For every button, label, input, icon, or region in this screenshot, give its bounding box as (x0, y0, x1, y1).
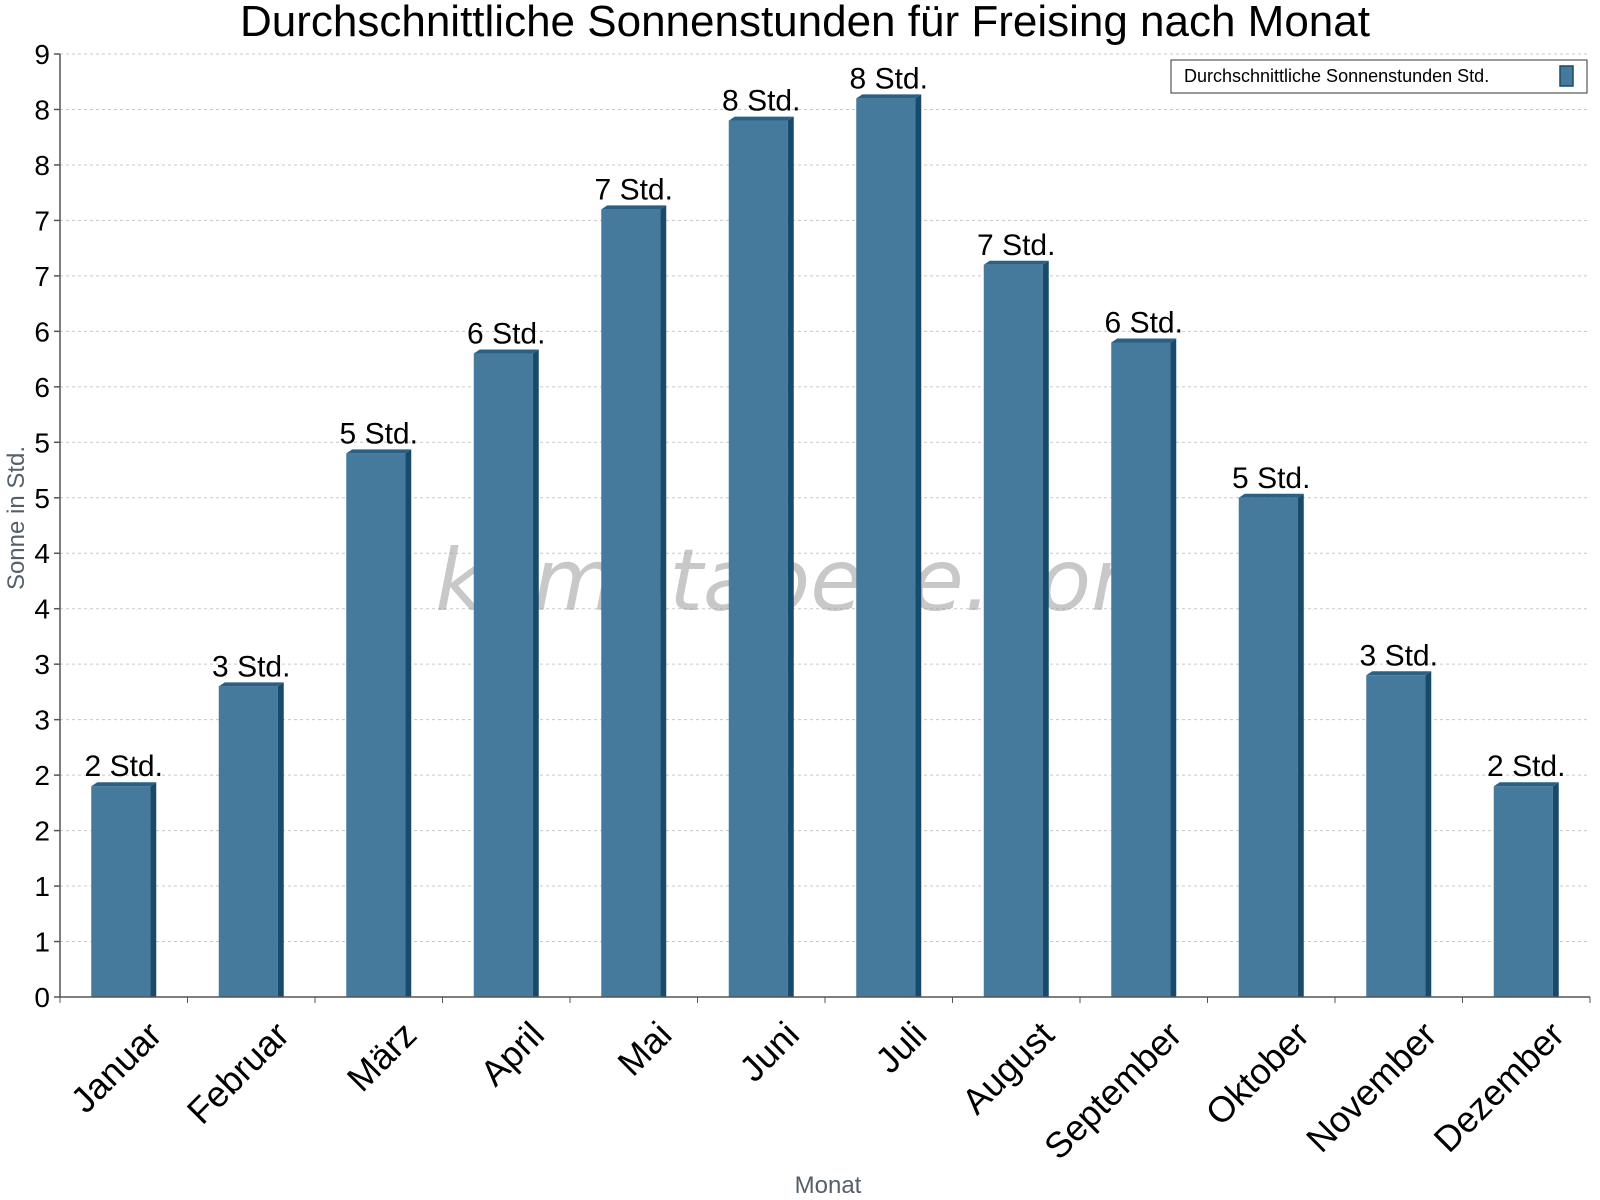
bars (91, 94, 1559, 998)
y-tick-label: 8 (34, 150, 50, 181)
bar (983, 260, 1049, 998)
y-tick-label: 3 (34, 649, 50, 680)
y-tick-labels: 0 1 1 2 2 3 3 4 4 5 5 6 6 7 7 8 8 9 (34, 39, 50, 1013)
y-tick-label: 9 (34, 39, 50, 70)
y-tick-label: 4 (34, 594, 50, 625)
chart-title: Durchschnittliche Sonnenstunden für Frei… (240, 0, 1370, 46)
y-tick-label: 8 (34, 94, 50, 125)
bar (728, 116, 794, 998)
legend-label: Durchschnittliche Sonnenstunden Std. (1184, 66, 1489, 86)
y-tick-label: 7 (34, 205, 50, 236)
data-label: 8 Std. (722, 85, 800, 118)
bar (601, 205, 667, 998)
x-category-label: August (954, 1014, 1062, 1122)
data-label: 2 Std. (85, 750, 163, 783)
watermark-text: klimatabelle.com (435, 531, 1175, 631)
data-label: 5 Std. (340, 417, 418, 450)
axes (54, 53, 1591, 1003)
bar (856, 94, 922, 998)
y-tick-label: 5 (34, 483, 50, 514)
x-category-label: März (339, 1014, 425, 1100)
bar (218, 682, 284, 997)
x-category-label: Oktober (1197, 1014, 1317, 1134)
x-category-label: Dezember (1425, 1014, 1571, 1160)
x-category-label: Juni (731, 1014, 807, 1090)
x-category-labels: Januar Februar März April Mai Juni Juli AugustS… (63, 1014, 1572, 1168)
data-label: 3 Std. (212, 650, 290, 683)
bar (1111, 338, 1177, 998)
x-category-label: Januar (63, 1014, 170, 1121)
bar (346, 449, 412, 997)
data-label: 8 Std. (850, 62, 928, 95)
legend: Durchschnittliche Sonnenstunden Std. (1170, 59, 1588, 94)
legend-swatch (1559, 65, 1574, 87)
bar (1366, 671, 1432, 997)
data-label: 7 Std. (977, 229, 1055, 262)
bar (1238, 493, 1304, 997)
data-labels: 2 Std. 3 Std. 5 Std. 6 Std. 7 Std. 8 Std. 8 St… (85, 62, 1566, 783)
y-tick-label: 4 (34, 538, 50, 569)
y-tick-label: 5 (34, 427, 50, 458)
x-category-label: Februar (179, 1014, 297, 1132)
y-tick-label: 2 (34, 816, 50, 847)
y-tick-label: 6 (34, 316, 50, 347)
y-tick-label: 0 (34, 982, 50, 1013)
x-category-label: April (472, 1014, 552, 1094)
y-tick-label: 1 (34, 871, 50, 902)
x-axis-label: Monat (795, 1172, 862, 1199)
bar (473, 349, 539, 998)
y-axis-label: Sonne in Std. (3, 446, 30, 590)
data-label: 6 Std. (1105, 306, 1183, 339)
bar (91, 782, 157, 997)
y-tick-label: 3 (34, 705, 50, 736)
legend-box (1170, 59, 1588, 94)
x-category-label: Mai (609, 1014, 679, 1084)
y-tick-label: 7 (34, 261, 50, 292)
data-label: 5 Std. (1232, 462, 1310, 495)
data-label: 3 Std. (1360, 639, 1438, 672)
y-tick-label: 6 (34, 372, 50, 403)
x-category-label: November (1298, 1014, 1444, 1160)
data-label: 7 Std. (595, 173, 673, 206)
data-label: 6 Std. (467, 318, 545, 351)
x-category-label: September (1036, 1014, 1190, 1168)
gridlines (60, 53, 1590, 943)
y-tick-label: 2 (34, 760, 50, 791)
data-label: 2 Std. (1487, 750, 1565, 783)
y-tick-label: 1 (34, 927, 50, 958)
x-category-label: Juli (867, 1014, 934, 1081)
bar (1493, 782, 1559, 997)
